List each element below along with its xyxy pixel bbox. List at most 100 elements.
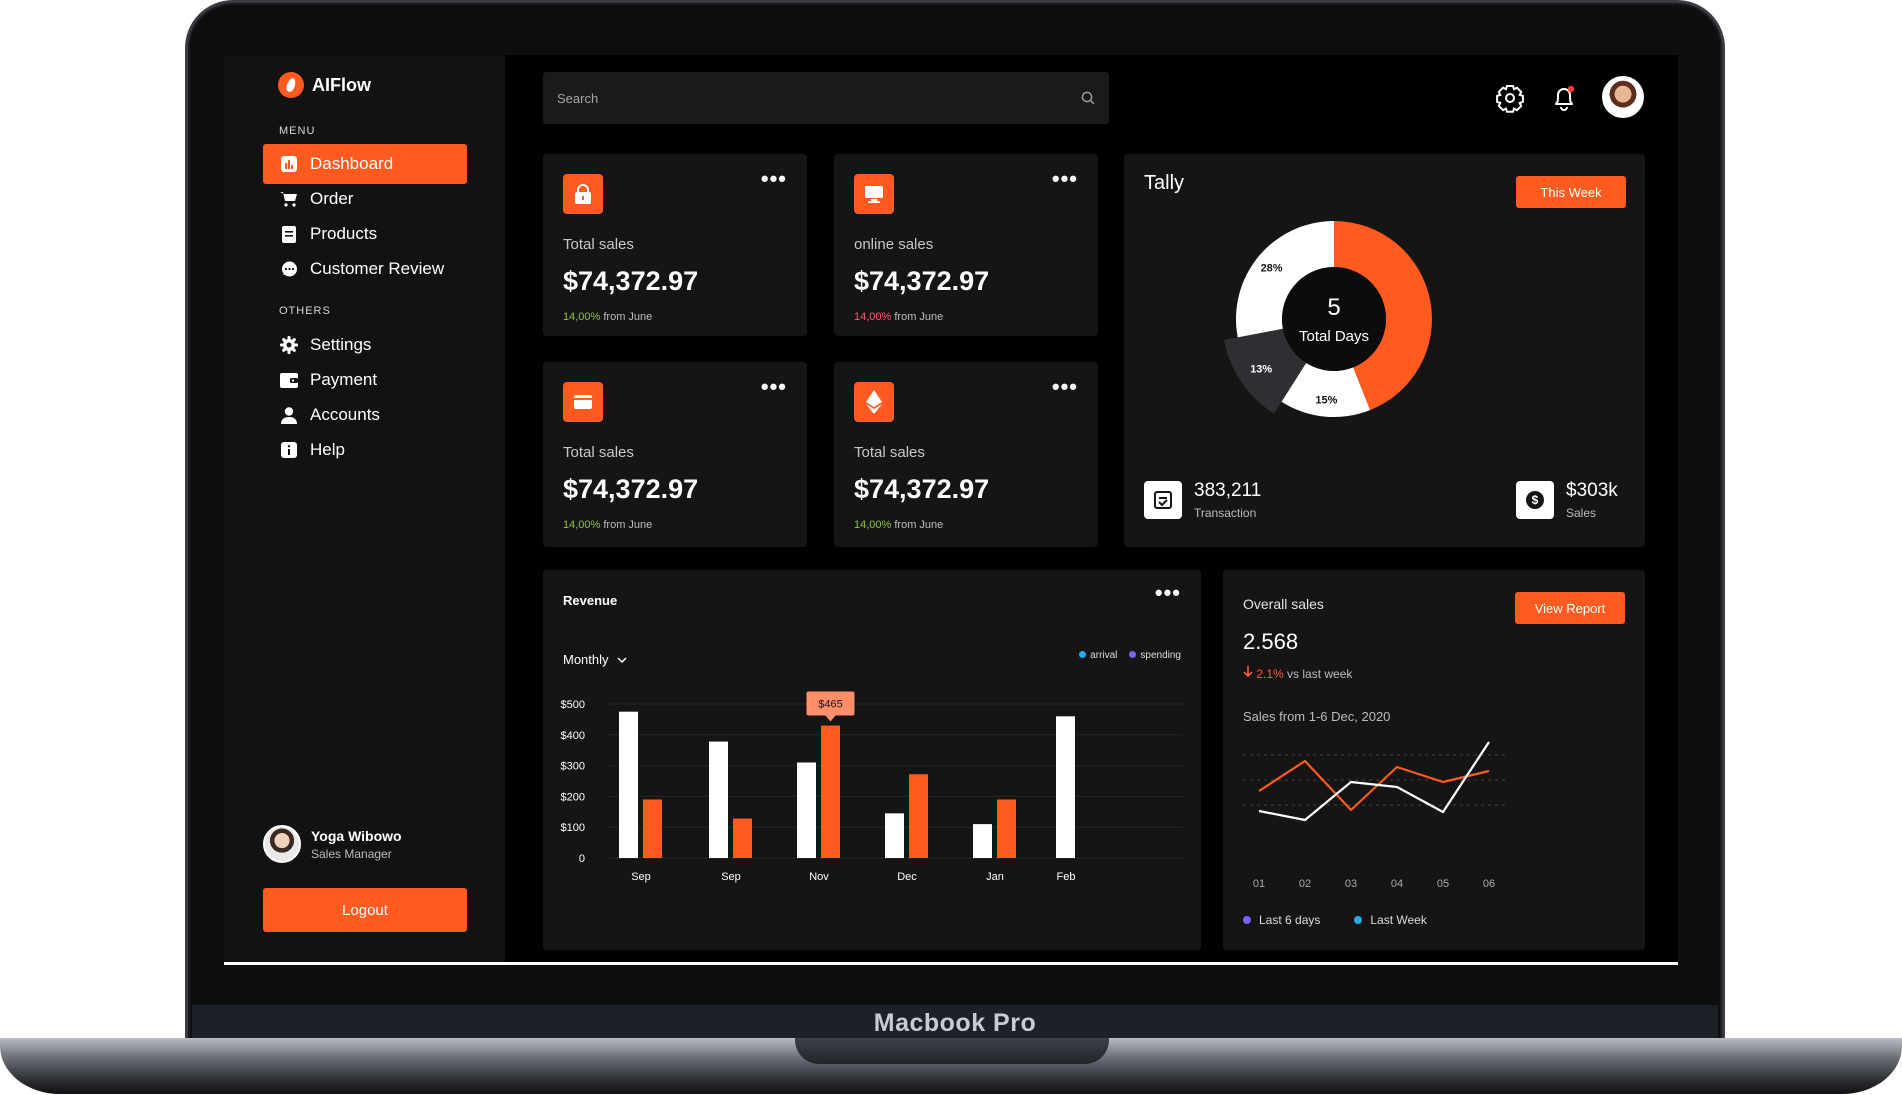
sales-value: $303k <box>1566 480 1618 501</box>
donut-slice <box>1281 362 1371 417</box>
app-logo[interactable]: AIFlow <box>278 72 371 98</box>
stat-card[interactable]: ••• online sales $74,372.97 14,00% from … <box>834 154 1098 336</box>
sidebar-item-customer-review[interactable]: Customer Review <box>263 249 467 289</box>
stat-card[interactable]: ••• Total sales $74,372.97 14,00% from J… <box>543 362 807 547</box>
card-value: $74,372.97 <box>563 266 699 296</box>
transaction-value: 383,211 <box>1194 480 1262 501</box>
x-tick-label: 03 <box>1345 878 1357 890</box>
tally-card: Tally This Week 15% 13% 28% 5 Total Days 383… <box>1124 154 1645 547</box>
tally-donut-chart: 15% 13% 28% 5 Total Days <box>1224 221 1432 417</box>
card-value: $74,372.97 <box>854 266 990 296</box>
sidebar-item-settings[interactable]: Settings <box>263 325 467 365</box>
change-percent: 14,00% <box>563 519 601 531</box>
legend-dot <box>1079 651 1087 658</box>
receipt-icon <box>1144 481 1182 519</box>
overall-value: 2.568 <box>1243 629 1299 654</box>
coin-icon: $ <box>1516 481 1554 519</box>
sidebar-item-label: Dashboard <box>310 154 394 173</box>
x-tick-label: Jan <box>986 871 1004 883</box>
card-label: Total sales <box>854 444 925 461</box>
more-options-icon[interactable]: ••• <box>1051 166 1078 191</box>
donut-slice <box>1224 328 1307 414</box>
stat-card[interactable]: ••• Total sales $74,372.97 14,00% from J… <box>834 362 1098 547</box>
sidebar-item-order[interactable]: Order <box>263 179 467 219</box>
sales-label: Sales <box>1566 506 1597 520</box>
change-percent: 14,00% <box>854 519 892 531</box>
bar <box>909 774 928 858</box>
bell-icon[interactable] <box>1548 82 1580 114</box>
stat-card[interactable]: ••• Total sales $74,372.97 14,00% from J… <box>543 154 807 336</box>
sidebar-item-label: Payment <box>310 370 378 389</box>
this-week-button[interactable]: This Week <box>1516 176 1626 208</box>
change-suffix: from June <box>603 519 653 531</box>
sidebar-item-payment[interactable]: Payment <box>263 360 467 400</box>
card-value: $74,372.97 <box>854 474 990 504</box>
bar <box>885 813 904 858</box>
legend-label: spending <box>1140 650 1181 661</box>
logout-button[interactable]: Logout <box>263 888 467 932</box>
donut-center-value: 5 <box>1327 294 1340 321</box>
bar <box>797 762 816 858</box>
overall-subtitle: Sales from 1-6 Dec, 2020 <box>1243 709 1391 724</box>
overall-line-chart: 01 02 03 04 05 06 <box>1243 741 1505 890</box>
more-options-icon[interactable]: ••• <box>1051 374 1078 399</box>
menu-section-label: MENU <box>279 125 316 137</box>
sidebar: AIFlow MENU Dashboard Order Products C <box>224 55 505 962</box>
donut-hole <box>1282 267 1386 371</box>
sidebar-item-help[interactable]: Help <box>263 430 467 470</box>
y-tick-label: $400 <box>561 730 585 742</box>
change-suffix: vs last week <box>1287 667 1353 681</box>
search-icon <box>1081 91 1095 105</box>
more-options-icon[interactable]: ••• <box>760 166 787 191</box>
legend-dot <box>1243 916 1251 924</box>
tooltip-label: $465 <box>818 699 842 711</box>
bar <box>973 824 992 858</box>
revenue-title: Revenue <box>563 593 618 608</box>
view-report-button[interactable]: View Report <box>1515 592 1625 624</box>
overall-sales-card: Overall sales View Report 2.568 2.1% vs … <box>1223 570 1645 950</box>
x-tick-label: 05 <box>1437 878 1449 890</box>
tooltip-pointer <box>825 715 836 722</box>
sidebar-item-accounts[interactable]: Accounts <box>263 395 467 435</box>
period-label: Monthly <box>563 652 609 667</box>
revenue-card: Revenue ••• Monthly arrival spending 0 $1… <box>543 570 1201 950</box>
search-input[interactable]: Search <box>543 72 1109 124</box>
overall-title: Overall sales <box>1243 596 1324 612</box>
card-change: 14,00% from June <box>563 519 652 531</box>
y-tick-label: $100 <box>561 822 585 834</box>
card-change: 14,00% from June <box>854 311 943 323</box>
profile-avatar[interactable] <box>1602 76 1644 118</box>
change-suffix: from June <box>894 311 944 323</box>
avatar <box>263 825 301 863</box>
bar <box>1056 716 1075 858</box>
legend-label: arrival <box>1090 650 1118 661</box>
period-dropdown[interactable]: Monthly <box>563 652 627 667</box>
bar <box>733 818 752 858</box>
transaction-label: Transaction <box>1194 506 1257 520</box>
revenue-bar-chart: 0 $100 $200 $300 $400 $500 Sep Sep Nov Dec Jan Feb $… <box>561 691 1183 883</box>
more-options-icon[interactable]: ••• <box>1154 580 1181 605</box>
settings-gear-icon[interactable] <box>1494 82 1526 114</box>
arrow-down-icon <box>1243 666 1253 678</box>
sales-stat: $ $303k Sales <box>1516 480 1618 520</box>
legend-item: Last Week <box>1354 913 1427 927</box>
tooltip-box <box>806 691 855 716</box>
card-label: Total sales <box>563 236 634 253</box>
user-profile[interactable]: Yoga Wibowo Sales Manager <box>263 825 402 863</box>
change-suffix: from June <box>603 311 653 323</box>
svg-text:$: $ <box>1532 493 1539 507</box>
sidebar-item-dashboard[interactable]: Dashboard <box>263 144 467 184</box>
legend-item: spending <box>1129 650 1181 661</box>
donut-slice <box>1236 221 1334 338</box>
search-placeholder: Search <box>557 90 599 106</box>
more-options-icon[interactable]: ••• <box>760 374 787 399</box>
change-percent: 14,00% <box>563 311 601 323</box>
laptop-notch <box>795 1038 1109 1064</box>
monitor-icon <box>854 174 894 214</box>
legend-item: Last 6 days <box>1243 913 1320 927</box>
legend-dot <box>1129 651 1137 658</box>
card-change: 14,00% from June <box>854 519 943 531</box>
x-tick-label: Sep <box>631 871 651 883</box>
sidebar-item-products[interactable]: Products <box>263 214 467 254</box>
bar <box>643 799 662 858</box>
